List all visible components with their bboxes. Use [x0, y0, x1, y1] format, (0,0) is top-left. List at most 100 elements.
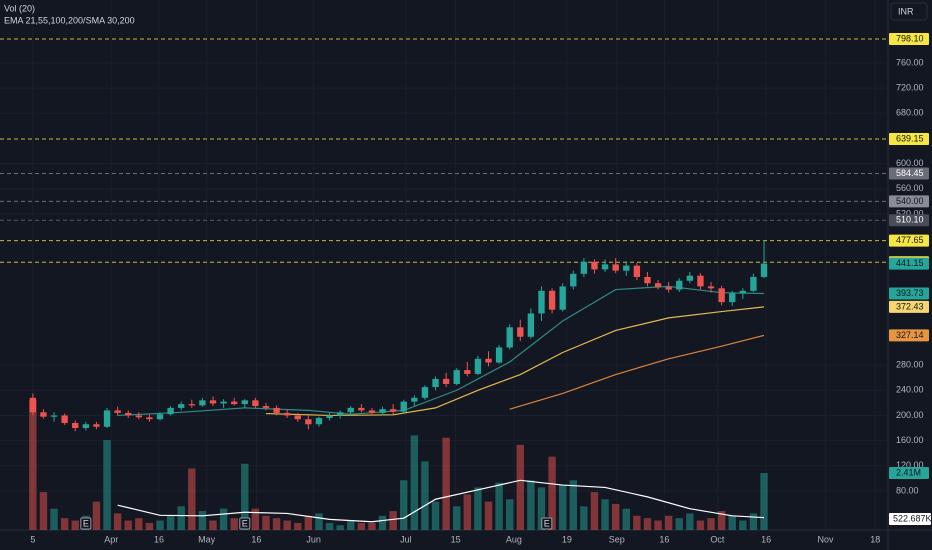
- y-tick-label: 560.00: [896, 183, 924, 193]
- candle-body: [336, 412, 344, 416]
- candle-body: [548, 290, 556, 310]
- level-badge-text: 584.45: [896, 168, 924, 178]
- volume-bar: [611, 503, 620, 530]
- x-tick-label: Nov: [817, 534, 834, 544]
- currency-label[interactable]: INR: [898, 6, 914, 16]
- candle-body: [368, 410, 376, 413]
- candle-body: [273, 407, 280, 413]
- y-tick-label: 600.00: [896, 158, 924, 168]
- level-badge-text: 540.00: [896, 196, 924, 206]
- volume-bar: [495, 482, 503, 530]
- candle-body: [686, 275, 694, 281]
- currency-button[interactable]: [890, 2, 928, 21]
- indicator-badge: [889, 329, 929, 342]
- volume-bar: [156, 520, 164, 530]
- candle-body: [146, 417, 153, 420]
- candle-body: [315, 417, 323, 425]
- candle-body: [623, 265, 630, 271]
- candle-body: [665, 287, 672, 290]
- y-tick-label: 280.00: [896, 359, 924, 369]
- volume-bar: [558, 485, 567, 530]
- level-badge: [889, 167, 929, 180]
- candle-body: [379, 409, 386, 413]
- x-tick-label: 16: [251, 534, 261, 544]
- candle-body: [82, 424, 90, 429]
- candle-body: [517, 327, 524, 337]
- candle-body: [61, 415, 68, 423]
- volume-bar: [304, 515, 313, 530]
- level-badge-text: 510.10: [896, 215, 924, 225]
- candle-body: [570, 273, 577, 287]
- candle-body: [358, 407, 365, 411]
- candle-body: [697, 275, 704, 287]
- level-badge-text: 798.10: [896, 33, 924, 43]
- legend-line: Vol (20): [4, 3, 35, 13]
- volume-bar: [113, 513, 122, 530]
- x-tick-label: 16: [154, 534, 164, 544]
- candle-body: [347, 407, 354, 413]
- candle-body: [707, 286, 715, 289]
- candle-body: [432, 378, 439, 388]
- volume-bar: [368, 522, 376, 530]
- x-tick-label: Jul: [400, 534, 412, 544]
- volume-bar: [325, 522, 334, 530]
- y-tick-label: 760.00: [896, 57, 924, 67]
- candle-body: [135, 415, 142, 418]
- level-badge: [889, 214, 929, 227]
- candle-body: [421, 387, 429, 398]
- legend-line: EMA 21,55,100,200/SMA 30,200: [4, 15, 135, 25]
- candle-body: [114, 410, 121, 413]
- candle-body: [231, 401, 238, 405]
- candle-body: [527, 313, 535, 337]
- volume-bar: [315, 513, 323, 530]
- x-tick-label: Oct: [710, 534, 725, 544]
- volume-bar: [739, 520, 747, 530]
- volume-bar: [569, 480, 577, 530]
- volume-bar: [357, 522, 366, 530]
- indicator-badge: [889, 287, 929, 300]
- y-tick-label: 120.00: [896, 460, 924, 470]
- candle-body: [29, 397, 37, 413]
- y-tick-label: 520.00: [896, 208, 924, 218]
- candle-body: [601, 264, 609, 270]
- candle-body: [199, 400, 206, 406]
- y-tick-label: 160.00: [896, 435, 924, 445]
- x-tick-label: 18: [870, 534, 880, 544]
- candle-body: [167, 407, 174, 415]
- x-tick-label: 15: [451, 534, 461, 544]
- volume-bar: [336, 525, 344, 530]
- candle-body: [485, 358, 492, 363]
- volume-bar: [71, 520, 79, 530]
- volume-bar: [60, 518, 69, 530]
- y-tick-label: 680.00: [896, 108, 924, 118]
- candle-body: [156, 414, 164, 420]
- volume-bar: [484, 501, 493, 530]
- volume-bar: [686, 513, 694, 530]
- indicator-badge-text: 393.73: [896, 288, 924, 298]
- candle-body: [591, 261, 598, 270]
- candle-body: [612, 264, 619, 271]
- volume-bar: [177, 506, 185, 530]
- volume-bar: [527, 480, 535, 530]
- volume-bar: [272, 518, 281, 530]
- volume-bar: [548, 456, 556, 530]
- volume-bar: [378, 515, 387, 530]
- y-tick-label: 200.00: [896, 410, 924, 420]
- x-tick-label: Sep: [609, 534, 625, 544]
- candle-body: [40, 412, 47, 417]
- indicator-badge-text: 327.14: [896, 330, 924, 340]
- candle-body: [326, 415, 333, 418]
- event-label: E: [544, 518, 550, 528]
- x-tick-label: Apr: [104, 534, 118, 544]
- candle-body: [506, 327, 513, 348]
- x-tick-label: 5: [30, 534, 35, 544]
- volume-bar: [188, 468, 196, 530]
- volume-bar: [601, 499, 609, 530]
- candle-body: [178, 404, 185, 408]
- volume-bar: [505, 499, 514, 530]
- volume-bar: [103, 440, 111, 530]
- candle-body: [718, 288, 725, 303]
- volume-bar: [760, 472, 768, 530]
- candle-body: [72, 422, 79, 429]
